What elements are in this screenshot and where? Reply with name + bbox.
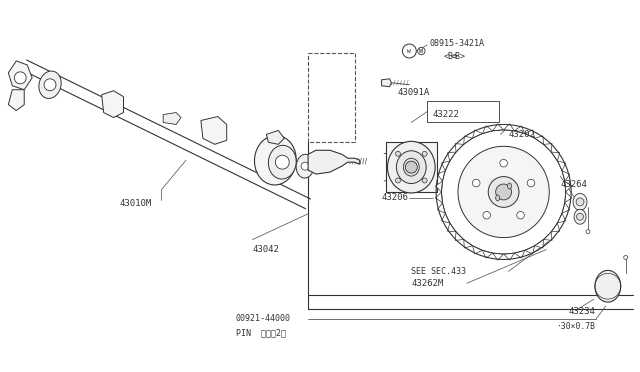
Polygon shape [564, 181, 572, 192]
Text: SEE SEC.433: SEE SEC.433 [412, 267, 467, 276]
Ellipse shape [403, 158, 419, 176]
Text: 43206: 43206 [381, 193, 408, 202]
Polygon shape [385, 142, 437, 192]
Ellipse shape [573, 193, 587, 210]
Polygon shape [551, 223, 560, 232]
Circle shape [275, 155, 289, 169]
Polygon shape [201, 116, 227, 144]
Text: 43202: 43202 [509, 130, 536, 139]
Circle shape [44, 79, 56, 91]
Polygon shape [483, 250, 493, 258]
Circle shape [14, 72, 26, 84]
Circle shape [483, 211, 490, 219]
Text: <B>: <B> [444, 52, 458, 61]
Ellipse shape [574, 209, 586, 224]
Polygon shape [447, 223, 456, 232]
Ellipse shape [268, 145, 296, 179]
Polygon shape [308, 150, 360, 174]
Polygon shape [8, 61, 32, 90]
Circle shape [624, 256, 628, 259]
Circle shape [396, 151, 401, 156]
Circle shape [495, 184, 511, 200]
Text: 08915-3421A: 08915-3421A [429, 39, 484, 48]
Polygon shape [442, 213, 450, 223]
Circle shape [436, 125, 571, 259]
Polygon shape [472, 246, 483, 254]
Polygon shape [435, 192, 442, 203]
Circle shape [500, 159, 508, 167]
Polygon shape [557, 213, 566, 223]
Polygon shape [442, 161, 450, 171]
Polygon shape [266, 131, 284, 144]
Ellipse shape [387, 141, 435, 193]
Text: 43042: 43042 [253, 245, 280, 254]
Polygon shape [525, 246, 534, 254]
Polygon shape [438, 203, 445, 213]
Ellipse shape [39, 71, 61, 99]
Ellipse shape [495, 195, 500, 201]
Circle shape [396, 178, 401, 183]
Polygon shape [163, 113, 181, 125]
Ellipse shape [296, 154, 314, 178]
Polygon shape [435, 181, 442, 192]
Text: <B>: <B> [451, 52, 466, 61]
Polygon shape [493, 253, 504, 260]
Text: ·30×0.7B: ·30×0.7B [556, 323, 595, 331]
Circle shape [301, 162, 309, 170]
Polygon shape [472, 130, 483, 138]
Polygon shape [504, 253, 515, 260]
Text: W: W [408, 48, 412, 54]
Circle shape [472, 179, 480, 187]
Polygon shape [8, 90, 24, 110]
Circle shape [458, 146, 549, 238]
Polygon shape [438, 171, 445, 181]
Polygon shape [557, 161, 566, 171]
Polygon shape [551, 152, 560, 161]
Circle shape [576, 198, 584, 206]
Polygon shape [543, 144, 552, 152]
FancyBboxPatch shape [427, 101, 499, 122]
Polygon shape [562, 203, 570, 213]
Ellipse shape [595, 270, 621, 302]
Circle shape [405, 161, 417, 173]
Polygon shape [504, 124, 515, 131]
Polygon shape [455, 232, 464, 240]
Circle shape [488, 177, 519, 207]
Circle shape [516, 211, 524, 219]
Text: 00921-44000: 00921-44000 [236, 314, 291, 324]
Text: 43010M: 43010M [120, 199, 152, 208]
Polygon shape [102, 91, 124, 118]
Polygon shape [464, 136, 472, 144]
Text: 43264: 43264 [560, 180, 587, 189]
Polygon shape [543, 232, 552, 240]
Circle shape [586, 230, 590, 234]
Circle shape [577, 213, 584, 220]
Polygon shape [483, 126, 493, 134]
Polygon shape [534, 136, 543, 144]
Ellipse shape [255, 135, 296, 185]
Polygon shape [455, 144, 464, 152]
Polygon shape [381, 79, 392, 87]
Ellipse shape [508, 183, 511, 189]
Polygon shape [464, 240, 472, 248]
Polygon shape [493, 124, 504, 131]
Circle shape [527, 179, 535, 187]
Text: PIN  ピン（2）: PIN ピン（2） [236, 328, 285, 337]
Polygon shape [515, 250, 525, 258]
Polygon shape [562, 171, 570, 181]
Text: W: W [419, 48, 424, 54]
Circle shape [422, 151, 427, 156]
Ellipse shape [396, 151, 426, 183]
Polygon shape [515, 126, 525, 134]
Polygon shape [564, 192, 572, 203]
Polygon shape [525, 130, 534, 138]
Text: 43234: 43234 [568, 307, 595, 315]
Circle shape [403, 44, 416, 58]
Polygon shape [534, 240, 543, 248]
Text: 43091A: 43091A [397, 88, 429, 97]
Text: 43262M: 43262M [412, 279, 444, 288]
Circle shape [422, 178, 427, 183]
Polygon shape [447, 152, 456, 161]
Text: 43222: 43222 [432, 110, 459, 119]
